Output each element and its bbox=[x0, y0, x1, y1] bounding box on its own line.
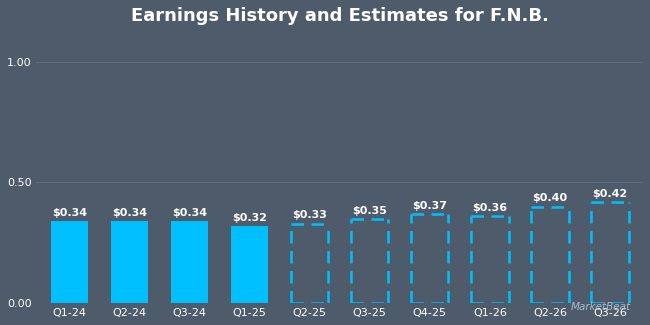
Text: $0.34: $0.34 bbox=[112, 208, 147, 218]
Bar bbox=[171, 221, 208, 303]
Text: $0.32: $0.32 bbox=[232, 213, 267, 223]
Bar bbox=[51, 221, 88, 303]
Text: $0.40: $0.40 bbox=[532, 193, 567, 203]
Bar bbox=[531, 207, 569, 303]
Text: MarketBeat: MarketBeat bbox=[571, 302, 630, 312]
Bar bbox=[411, 214, 448, 303]
Text: $0.36: $0.36 bbox=[473, 203, 508, 213]
Bar bbox=[291, 224, 328, 303]
Bar bbox=[231, 226, 268, 303]
Title: Earnings History and Estimates for F.N.B.: Earnings History and Estimates for F.N.B… bbox=[131, 7, 549, 25]
Bar bbox=[592, 202, 629, 303]
Text: $0.37: $0.37 bbox=[412, 201, 447, 211]
Text: $0.33: $0.33 bbox=[292, 210, 327, 220]
Bar bbox=[471, 216, 508, 303]
Bar bbox=[111, 221, 148, 303]
Text: $0.42: $0.42 bbox=[592, 188, 628, 199]
Text: $0.34: $0.34 bbox=[52, 208, 87, 218]
Text: $0.34: $0.34 bbox=[172, 208, 207, 218]
Bar bbox=[351, 219, 389, 303]
Text: $0.35: $0.35 bbox=[352, 205, 387, 215]
